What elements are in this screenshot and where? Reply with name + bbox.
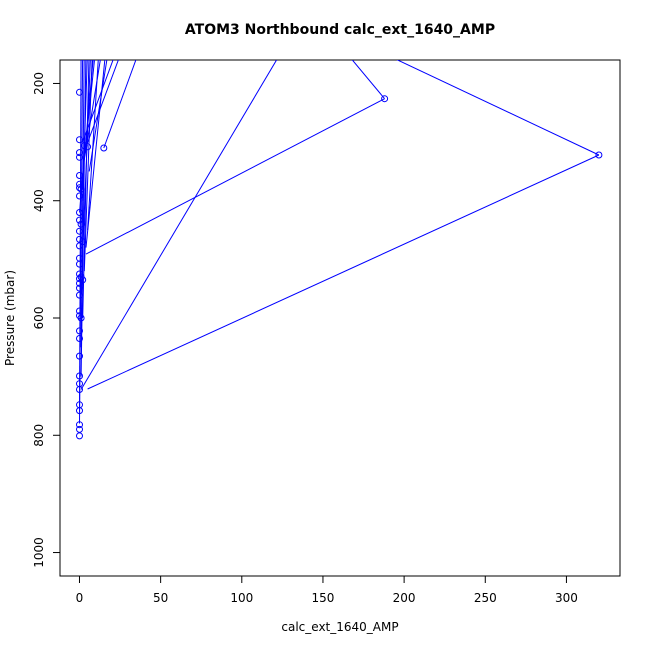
data-point-37 bbox=[76, 432, 83, 440]
chart-title: ATOM3 Northbound calc_ext_1640_AMP bbox=[185, 22, 495, 38]
x-tick-label-1: 50 bbox=[153, 591, 168, 605]
x-tick-label-5: 250 bbox=[474, 591, 497, 605]
data-point-39 bbox=[77, 220, 85, 228]
points-layer bbox=[76, 88, 603, 440]
data-point-12 bbox=[76, 192, 83, 200]
y-tick-label-0: 200 bbox=[32, 72, 46, 95]
x-axis: 0 50 100 150 200 250 300 bbox=[76, 575, 578, 605]
data-point-4 bbox=[80, 142, 88, 150]
series-line-0 bbox=[87, 154, 600, 390]
x-tick-label-2: 100 bbox=[230, 591, 253, 605]
data-point-42 bbox=[79, 238, 87, 246]
x-tick-label-6: 300 bbox=[555, 591, 578, 605]
data-point-0 bbox=[595, 151, 603, 159]
data-point-29 bbox=[76, 352, 83, 360]
data-point-1 bbox=[381, 95, 389, 103]
data-point-13 bbox=[76, 209, 83, 216]
series-line-4 bbox=[80, 60, 278, 390]
data-point-5 bbox=[76, 88, 83, 96]
data-point-24 bbox=[76, 291, 83, 299]
series-line-1 bbox=[85, 98, 385, 255]
data-point-27 bbox=[76, 327, 83, 335]
plot-frame bbox=[59, 59, 621, 577]
y-axis: 200 400 600 800 1000 bbox=[32, 72, 61, 568]
y-tick-label-2: 600 bbox=[32, 307, 46, 330]
data-point-9 bbox=[76, 172, 83, 179]
x-tick-label-4: 200 bbox=[393, 591, 416, 605]
data-point-38 bbox=[77, 185, 85, 193]
data-point-8 bbox=[76, 153, 83, 161]
data-point-34 bbox=[76, 407, 83, 415]
data-point-14 bbox=[76, 216, 83, 224]
y-tick-label-1: 400 bbox=[32, 189, 46, 212]
series-line-5 bbox=[103, 60, 137, 149]
data-point-43 bbox=[79, 276, 87, 284]
data-point-15 bbox=[76, 227, 83, 235]
data-point-3 bbox=[84, 143, 92, 151]
data-point-35 bbox=[76, 421, 83, 429]
series-line-17 bbox=[80, 60, 91, 295]
series-line-21 bbox=[85, 60, 106, 248]
x-axis-label: calc_ext_1640_AMP bbox=[281, 620, 398, 634]
data-point-30 bbox=[76, 372, 83, 380]
y-tick-label-3: 800 bbox=[32, 424, 46, 447]
series-line-2 bbox=[351, 60, 385, 100]
data-point-28 bbox=[76, 335, 83, 342]
y-axis-label: Pressure (mbar) bbox=[3, 270, 17, 366]
data-point-19 bbox=[76, 260, 83, 268]
data-point-21 bbox=[76, 275, 83, 283]
series-line-19 bbox=[79, 60, 82, 412]
data-point-7 bbox=[76, 149, 83, 157]
data-point-23 bbox=[76, 284, 83, 292]
data-point-25 bbox=[76, 307, 83, 315]
series-layer bbox=[79, 60, 600, 424]
series-line-6 bbox=[85, 60, 119, 147]
series-line-15 bbox=[88, 60, 108, 172]
x-tick-label-0: 0 bbox=[76, 591, 84, 605]
data-point-10 bbox=[76, 180, 83, 188]
data-point-41 bbox=[77, 314, 85, 322]
x-tick-label-3: 150 bbox=[312, 591, 335, 605]
series-line-12 bbox=[82, 60, 88, 201]
series-line-10 bbox=[80, 60, 87, 377]
data-point-2 bbox=[100, 144, 108, 152]
data-point-32 bbox=[76, 386, 83, 393]
data-point-11 bbox=[76, 184, 83, 192]
y-tick-label-4: 1000 bbox=[32, 537, 46, 568]
data-point-17 bbox=[76, 242, 83, 250]
data-point-6 bbox=[76, 136, 83, 144]
series-line-3 bbox=[396, 60, 600, 156]
